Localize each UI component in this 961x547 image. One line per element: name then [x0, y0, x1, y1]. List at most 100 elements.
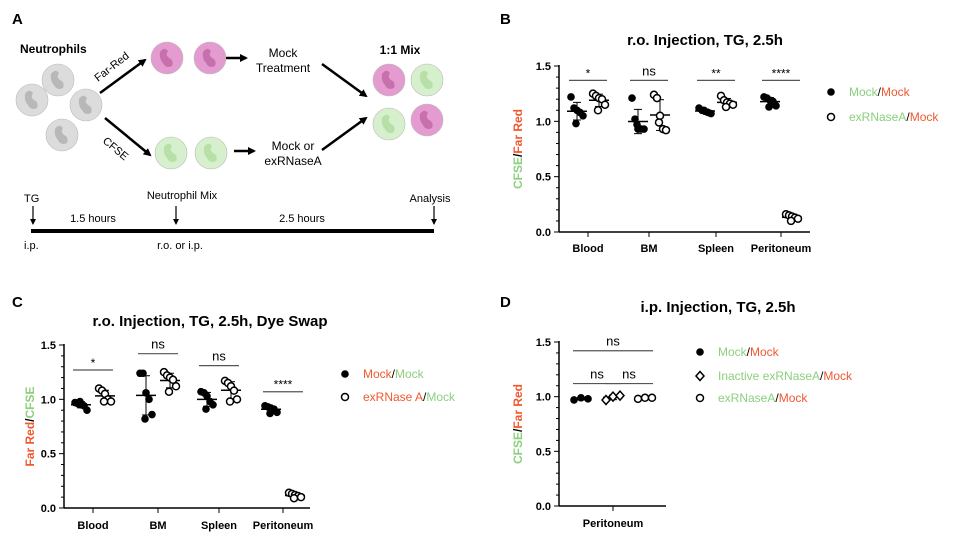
far-red-label: Far-Red: [92, 50, 131, 84]
y-tick-label: 0.0: [536, 501, 551, 513]
legend-label-part: /: [878, 85, 882, 99]
legend-label-part: Mock: [363, 367, 393, 381]
data-point: [296, 492, 306, 502]
legend-label: Mock/Mock: [849, 85, 911, 99]
y-axis-label-part: CFSE: [511, 432, 525, 464]
legend-label-part: exRNaseA: [849, 110, 906, 124]
legend-marker: [827, 88, 835, 96]
data-point: [647, 393, 657, 403]
legend-label: exRNaseA/Mock: [849, 110, 939, 124]
neutrophil-cell: [15, 83, 49, 117]
legend-marker: [340, 392, 350, 402]
chart-panel-b: Br.o. Injection, TG, 2.5h 0.0 0.5 1.0 1.5 CFS…: [500, 11, 939, 255]
legend-label-part: Mock: [718, 345, 748, 359]
neutrophil-cell: [410, 103, 444, 137]
data-point: [793, 214, 803, 223]
x-tick-label: Peritoneum: [253, 520, 314, 532]
neutrophil-cell: [194, 136, 228, 170]
neutrophil-cell: [69, 88, 103, 122]
legend-label-part: Mock: [849, 85, 879, 99]
y-axis-label-part: Far Red: [511, 109, 525, 154]
data-point: [633, 394, 643, 404]
cfse-arrow: [104, 117, 152, 157]
data-point: [579, 112, 587, 120]
legend-marker: [826, 112, 836, 122]
analysis-label: Analysis: [410, 193, 451, 205]
data-point: [572, 119, 580, 128]
legend-label-part: /: [392, 367, 396, 381]
nucleus-icon: [24, 90, 38, 109]
legend-label: Mock/Mock: [718, 345, 780, 359]
y-tick-label: 0.5: [41, 449, 56, 461]
legend-label-part: Mock: [426, 390, 456, 404]
data-point: [640, 393, 650, 403]
neutrophil-cell: [372, 63, 406, 97]
significance-label: *: [91, 356, 96, 370]
arrow: [321, 62, 368, 98]
y-tick-label: 0.5: [536, 172, 551, 184]
arrow: [321, 116, 368, 152]
chart-title: r.o. Injection, TG, 2.5h: [627, 32, 783, 49]
legend-label-part: Mock: [395, 367, 425, 381]
significance-label: ns: [642, 63, 656, 78]
x-tick-label: Blood: [572, 243, 603, 255]
cfse-label: CFSE: [100, 135, 130, 163]
far-red-arrow: [99, 58, 147, 95]
data-point: [139, 369, 147, 378]
nucleus-icon: [159, 48, 173, 67]
data-point: [655, 111, 665, 121]
data-point: [640, 125, 648, 133]
legend-label: Mock/Mock: [363, 367, 425, 381]
chart-panel-c: Cr.o. Injection, TG, 2.5h, Dye Swap 0.0 0.…: [12, 294, 456, 532]
data-point: [600, 394, 612, 406]
neutrophil-cell: [193, 41, 227, 75]
legend-label: exRNase A/Mock: [363, 390, 456, 404]
data-point: [772, 102, 780, 110]
data-point: [633, 120, 641, 129]
nucleus-icon: [419, 110, 433, 129]
data-point: [76, 397, 84, 406]
legend-marker: [694, 370, 706, 382]
panel-label: D: [500, 294, 511, 311]
neutrophil-cell: [372, 107, 406, 141]
data-point: [148, 410, 156, 419]
data-point: [164, 387, 174, 396]
data-point: [570, 396, 578, 404]
y-tick-label: 1.0: [536, 392, 551, 404]
legend-label-part: /: [906, 110, 910, 124]
legend-label-part: exRNaseA: [718, 391, 775, 405]
data-point: [202, 405, 210, 413]
nucleus-icon: [381, 70, 395, 89]
panel-label: B: [500, 11, 511, 28]
data-point: [229, 386, 239, 395]
y-axis-label: CFSE/Far Red: [511, 384, 525, 464]
nucleus-icon: [50, 70, 64, 89]
nucleus-icon: [381, 114, 395, 133]
data-point: [289, 493, 299, 503]
legend-marker: [695, 393, 705, 403]
y-axis-label-part: /: [511, 428, 525, 432]
legend-label-part: Mock: [881, 85, 911, 99]
y-tick-label: 0.5: [536, 446, 551, 458]
data-point: [567, 93, 575, 101]
panel-label: C: [12, 294, 23, 311]
data-point: [584, 395, 592, 403]
nucleus-icon: [163, 143, 177, 162]
neutrophils-label: Neutrophils: [20, 42, 87, 56]
significance-label: ns: [622, 367, 636, 382]
nucleus-icon: [54, 125, 68, 144]
legend-label-part: Mock: [779, 391, 809, 405]
duration-2-label: 2.5 hours: [279, 213, 325, 225]
x-tick-label: Spleen: [201, 520, 237, 532]
neutrophil-cell: [41, 63, 75, 97]
y-axis-label-part: /: [511, 153, 525, 157]
route-label: r.o. or i.p.: [157, 240, 203, 252]
legend-label-part: Inactive exRNaseA: [718, 369, 820, 383]
data-point: [273, 408, 281, 417]
data-point: [83, 406, 91, 415]
x-tick-label: BM: [149, 520, 166, 532]
y-tick-label: 1.0: [536, 116, 551, 128]
data-point: [141, 415, 149, 423]
